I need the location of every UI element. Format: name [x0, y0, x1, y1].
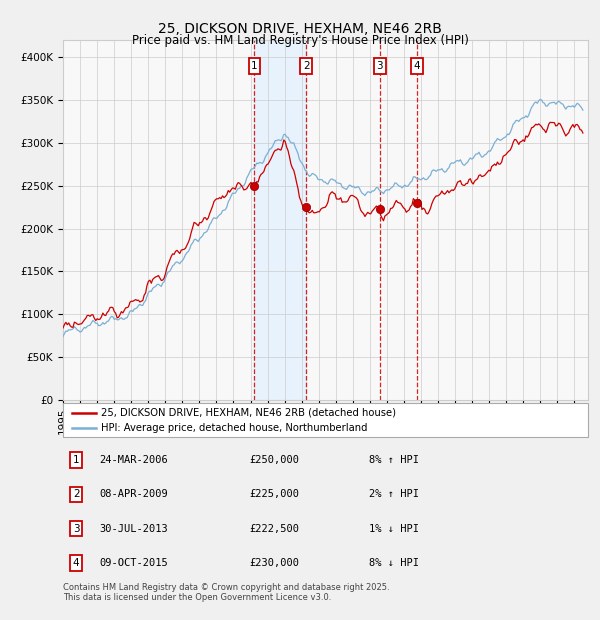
Text: £230,000: £230,000	[249, 557, 299, 568]
Text: 1% ↓ HPI: 1% ↓ HPI	[369, 523, 419, 534]
Text: £250,000: £250,000	[249, 455, 299, 466]
Text: 1: 1	[251, 61, 258, 71]
Text: 8% ↓ HPI: 8% ↓ HPI	[369, 557, 419, 568]
Text: 3: 3	[73, 523, 80, 534]
Text: 09-OCT-2015: 09-OCT-2015	[99, 557, 168, 568]
Text: 2% ↑ HPI: 2% ↑ HPI	[369, 489, 419, 500]
Text: £225,000: £225,000	[249, 489, 299, 500]
Text: 8% ↑ HPI: 8% ↑ HPI	[369, 455, 419, 466]
Text: Price paid vs. HM Land Registry's House Price Index (HPI): Price paid vs. HM Land Registry's House …	[131, 34, 469, 47]
Text: 4: 4	[414, 61, 421, 71]
Text: 1: 1	[73, 455, 80, 466]
Text: 08-APR-2009: 08-APR-2009	[99, 489, 168, 500]
Bar	[254, 40, 306, 400]
Text: 2: 2	[73, 489, 80, 500]
Text: 25, DICKSON DRIVE, HEXHAM, NE46 2RB: 25, DICKSON DRIVE, HEXHAM, NE46 2RB	[158, 22, 442, 36]
Text: 25, DICKSON DRIVE, HEXHAM, NE46 2RB (detached house): 25, DICKSON DRIVE, HEXHAM, NE46 2RB (det…	[101, 407, 396, 417]
Text: Contains HM Land Registry data © Crown copyright and database right 2025.
This d: Contains HM Land Registry data © Crown c…	[63, 583, 389, 602]
Text: 2: 2	[303, 61, 310, 71]
Text: 4: 4	[73, 557, 80, 568]
Text: £222,500: £222,500	[249, 523, 299, 534]
Text: 24-MAR-2006: 24-MAR-2006	[99, 455, 168, 466]
Text: HPI: Average price, detached house, Northumberland: HPI: Average price, detached house, Nort…	[101, 423, 367, 433]
Text: 30-JUL-2013: 30-JUL-2013	[99, 523, 168, 534]
Text: 3: 3	[376, 61, 383, 71]
